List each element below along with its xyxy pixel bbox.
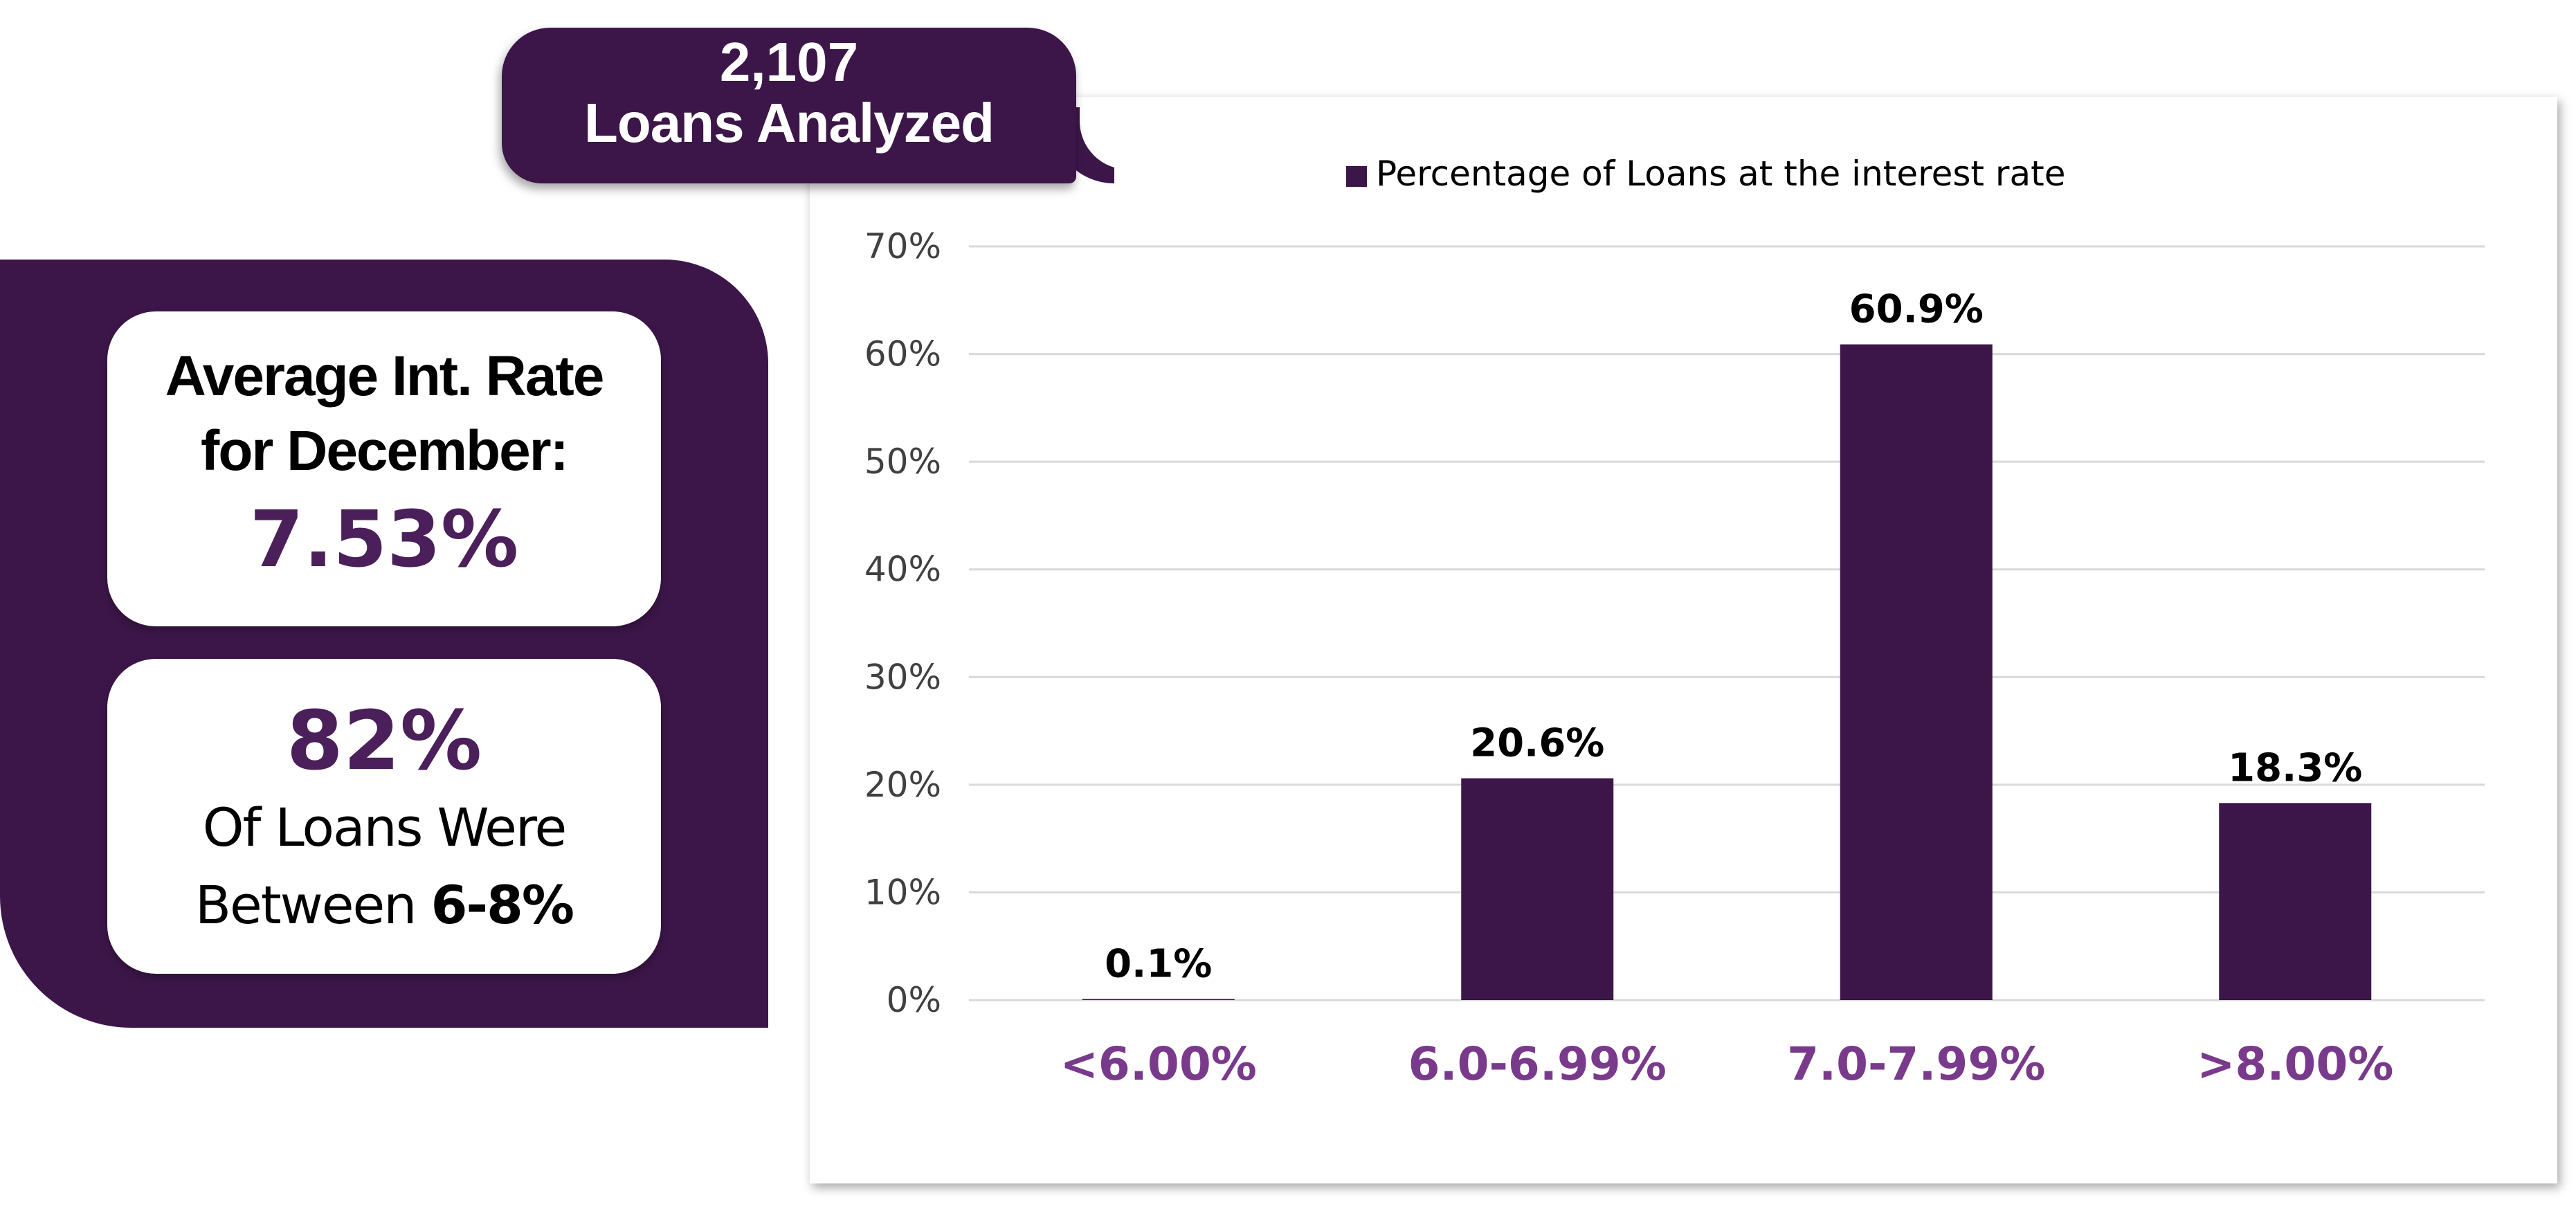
average-rate-title-line1: Average Int. Rate xyxy=(165,345,605,408)
x-category-label: 7.0-7.99% xyxy=(1787,1037,2045,1091)
y-tick-label: 0% xyxy=(887,980,941,1020)
x-category-label: >8.00% xyxy=(2197,1037,2393,1091)
loans-analyzed-header: 2,107 Loans Analyzed xyxy=(502,28,1076,183)
x-category-label: 6.0-6.99% xyxy=(1408,1037,1667,1091)
rate-range-line2: Between 6-8% xyxy=(107,866,661,944)
y-tick-label: 60% xyxy=(864,334,941,374)
bar xyxy=(2219,803,2372,1000)
bar xyxy=(1840,344,1993,1000)
legend-label: Percentage of Loans at the interest rate xyxy=(1376,154,2065,194)
legend-swatch xyxy=(1346,166,1367,187)
y-tick-label: 30% xyxy=(864,657,941,697)
bar xyxy=(1082,999,1235,1000)
y-tick-label: 70% xyxy=(864,226,941,266)
rate-range-card: 82% Of Loans Were Between 6-8% xyxy=(107,659,661,974)
x-category-label: <6.00% xyxy=(1060,1037,1257,1091)
y-tick-label: 10% xyxy=(864,872,941,912)
rate-range-prefix: Between xyxy=(194,874,431,936)
loans-count: 2,107 xyxy=(719,31,859,93)
data-label: 20.6% xyxy=(1470,721,1604,766)
data-label: 18.3% xyxy=(2228,745,2362,790)
rate-range-line1: Of Loans Were xyxy=(202,797,568,858)
bar xyxy=(1461,778,1614,1000)
rate-range-value: 82% xyxy=(286,693,482,788)
chart-frame: Percentage of Loans at the interest rate… xyxy=(810,97,2557,1183)
y-tick-label: 50% xyxy=(864,442,941,482)
data-label: 0.1% xyxy=(1105,941,1212,986)
data-label: 60.9% xyxy=(1849,287,1984,332)
average-rate-card: Average Int. Rate for December: 7.53% xyxy=(107,311,661,626)
loans-label: Loans Analyzed xyxy=(583,92,995,154)
average-rate-title-line2: for December: xyxy=(201,419,569,482)
y-tick-label: 40% xyxy=(864,550,941,590)
bar-chart: Percentage of Loans at the interest rate… xyxy=(864,154,2485,1091)
average-rate-value: 7.53% xyxy=(249,495,519,585)
y-tick-label: 20% xyxy=(864,765,941,805)
rate-range-bold: 6-8% xyxy=(430,874,574,936)
